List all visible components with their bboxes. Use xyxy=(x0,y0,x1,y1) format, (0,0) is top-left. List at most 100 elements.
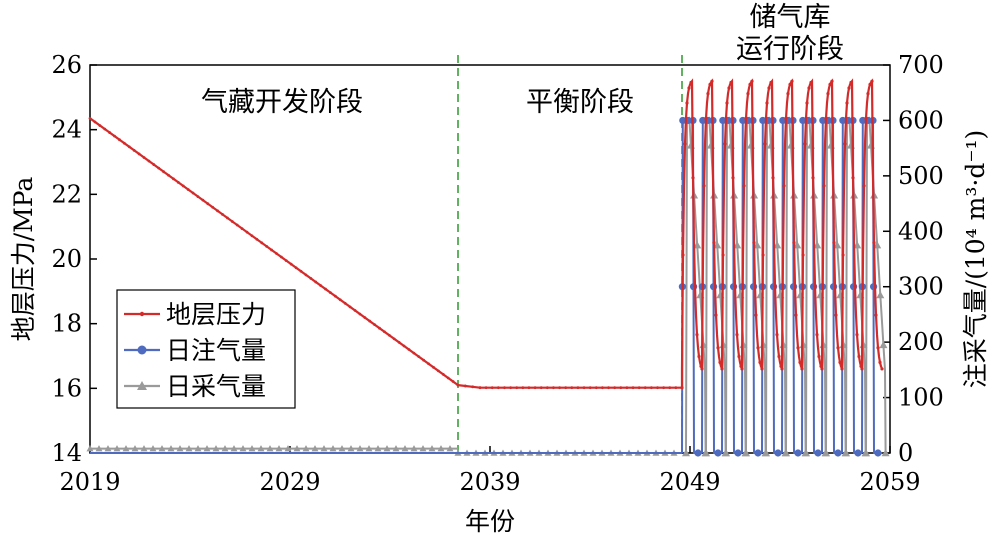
production-marker xyxy=(702,449,710,457)
pressure-marker xyxy=(767,86,771,90)
production-marker xyxy=(275,445,283,452)
injection-marker xyxy=(799,116,807,125)
pressure-marker xyxy=(221,212,224,216)
pressure-marker xyxy=(304,273,308,277)
pressure-marker xyxy=(788,82,792,87)
pressure-marker xyxy=(668,386,672,390)
production-marker xyxy=(876,291,885,299)
pressure-marker xyxy=(845,101,849,105)
pressure-marker xyxy=(533,386,537,390)
pressure-marker xyxy=(333,294,337,298)
production-marker xyxy=(221,445,229,452)
production-marker xyxy=(302,445,310,452)
y-right-tick-label: 300 xyxy=(898,273,944,301)
pressure-marker xyxy=(740,367,744,371)
production-marker xyxy=(365,445,373,452)
pressure-marker xyxy=(314,280,318,284)
y-right-tick-label: 100 xyxy=(898,384,944,412)
pressure-marker xyxy=(801,253,805,257)
pressure-marker xyxy=(338,298,342,302)
pressure-marker xyxy=(558,386,561,390)
production-marker xyxy=(733,241,742,249)
injection-marker xyxy=(834,449,842,457)
pressure-marker xyxy=(843,142,847,146)
y-left-tick-label: 22 xyxy=(51,180,82,208)
pressure-marker xyxy=(739,364,743,368)
pressure-marker xyxy=(255,237,259,241)
pressure-marker xyxy=(127,145,131,149)
pressure-marker xyxy=(594,386,598,390)
phase-label-storage-line2: 运行阶段 xyxy=(736,34,844,65)
production-marker xyxy=(392,445,400,452)
pressure-marker xyxy=(708,82,712,87)
pressure-marker xyxy=(763,142,767,146)
pressure-marker xyxy=(674,386,678,390)
phase-label-storage-line1: 储气库 xyxy=(750,2,831,33)
pressure-marker xyxy=(697,354,701,359)
y-right-tick-label: 400 xyxy=(898,217,944,245)
production-marker xyxy=(793,241,802,249)
pressure-marker xyxy=(683,142,687,146)
production-marker xyxy=(194,445,202,452)
pressure-marker xyxy=(721,253,725,257)
y-left-tick-label: 24 xyxy=(51,116,82,144)
pressure-marker xyxy=(441,373,445,376)
pressure-marker xyxy=(870,79,874,83)
production-marker xyxy=(338,445,346,452)
pressure-marker xyxy=(878,360,882,364)
series-pressure xyxy=(88,78,884,390)
pressure-marker xyxy=(754,313,758,317)
pressure-marker xyxy=(503,386,506,390)
legend-label: 地层压力 xyxy=(166,300,266,329)
pressure-marker xyxy=(874,313,878,317)
pressure-marker xyxy=(649,386,653,390)
pressure-marker xyxy=(782,184,786,188)
injection-marker xyxy=(814,449,822,457)
pressure-marker xyxy=(761,253,765,257)
pressure-marker xyxy=(88,116,92,120)
y-right-tick-label: 600 xyxy=(898,106,944,134)
injection-marker xyxy=(759,116,767,125)
pressure-marker xyxy=(853,284,857,288)
production-marker xyxy=(742,449,750,457)
pressure-marker xyxy=(407,348,411,351)
pressure-marker xyxy=(868,82,872,87)
production-marker xyxy=(95,445,103,452)
injection-marker xyxy=(694,449,702,457)
pressure-marker xyxy=(250,234,254,238)
pressure-marker xyxy=(706,92,710,96)
pressure-marker xyxy=(451,380,455,383)
pressure-marker xyxy=(775,333,779,337)
pressure-marker xyxy=(358,312,362,316)
y-left-tick-label: 26 xyxy=(51,51,82,79)
pressure-marker xyxy=(780,367,784,371)
pressure-marker xyxy=(122,141,126,145)
pressure-marker xyxy=(710,79,714,83)
production-marker xyxy=(722,449,730,457)
production-marker xyxy=(873,241,882,249)
pressure-marker xyxy=(687,86,691,90)
pressure-marker xyxy=(225,216,229,220)
pressure-marker xyxy=(855,333,859,337)
pressure-marker xyxy=(157,166,161,170)
pressure-marker xyxy=(539,386,543,390)
pressure-marker xyxy=(402,344,406,348)
pressure-marker xyxy=(294,266,298,270)
pressure-marker xyxy=(765,101,769,105)
production-marker xyxy=(773,241,782,249)
pressure-marker xyxy=(625,386,629,390)
production-marker xyxy=(862,449,870,457)
production-marker xyxy=(853,241,862,249)
pressure-marker xyxy=(807,86,811,90)
pressure-marker xyxy=(822,184,826,188)
pressure-marker xyxy=(836,346,840,350)
phase-label-balance: 平衡阶段 xyxy=(526,87,634,118)
production-marker xyxy=(185,445,193,452)
pressure-marker xyxy=(137,152,141,156)
y-left-tick-label: 16 xyxy=(51,374,82,402)
pressure-marker xyxy=(167,173,170,177)
pressure-marker xyxy=(733,284,737,288)
production-marker xyxy=(693,241,702,249)
pressure-marker xyxy=(756,346,760,350)
pressure-marker xyxy=(275,252,278,255)
